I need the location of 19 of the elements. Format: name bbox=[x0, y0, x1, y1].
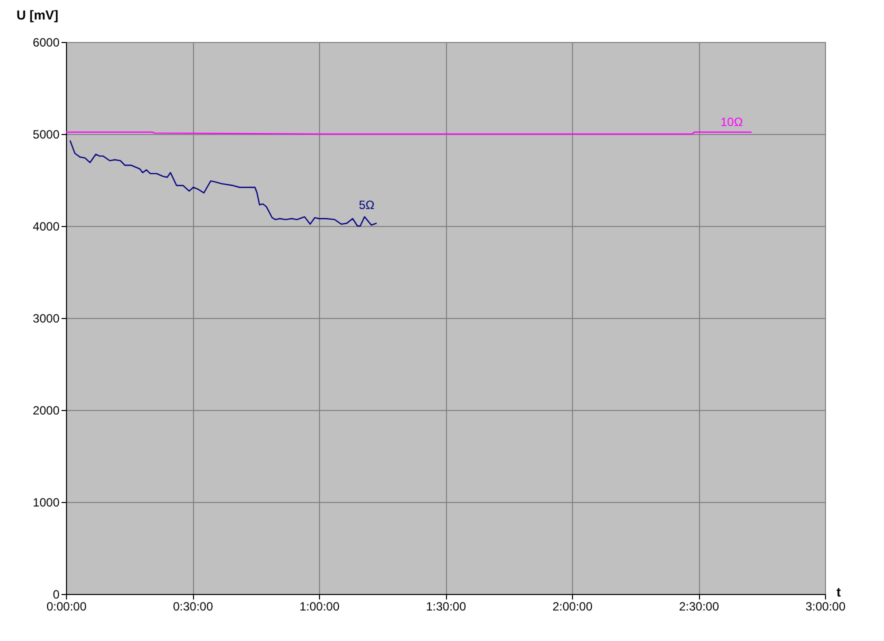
series-label: 5Ω bbox=[358, 198, 375, 212]
y-tick-label: 3000 bbox=[32, 312, 60, 326]
x-tick-label: 1:30:00 bbox=[426, 600, 466, 614]
x-tick-label: 0:00:00 bbox=[46, 600, 87, 614]
y-tick-label: 5000 bbox=[32, 128, 60, 142]
y-tick-label: 2000 bbox=[32, 404, 60, 418]
x-axis-title: t bbox=[836, 584, 842, 600]
y-tick-label: 6000 bbox=[32, 36, 60, 50]
x-tick-label: 1:00:00 bbox=[299, 600, 340, 614]
x-tick-label: 3:00:00 bbox=[805, 600, 846, 614]
x-tick-label: 2:00:00 bbox=[552, 600, 593, 614]
y-tick-label: 1000 bbox=[32, 496, 60, 510]
x-tick-label: 2:30:00 bbox=[678, 600, 720, 614]
y-tick-label: 4000 bbox=[32, 220, 60, 234]
y-tick-label: 0 bbox=[52, 588, 60, 602]
x-tick-label: 0:30:00 bbox=[172, 600, 214, 614]
series-label: 10Ω bbox=[720, 115, 743, 130]
line-series bbox=[69, 140, 378, 227]
y-axis-title: U [mV] bbox=[16, 8, 58, 22]
